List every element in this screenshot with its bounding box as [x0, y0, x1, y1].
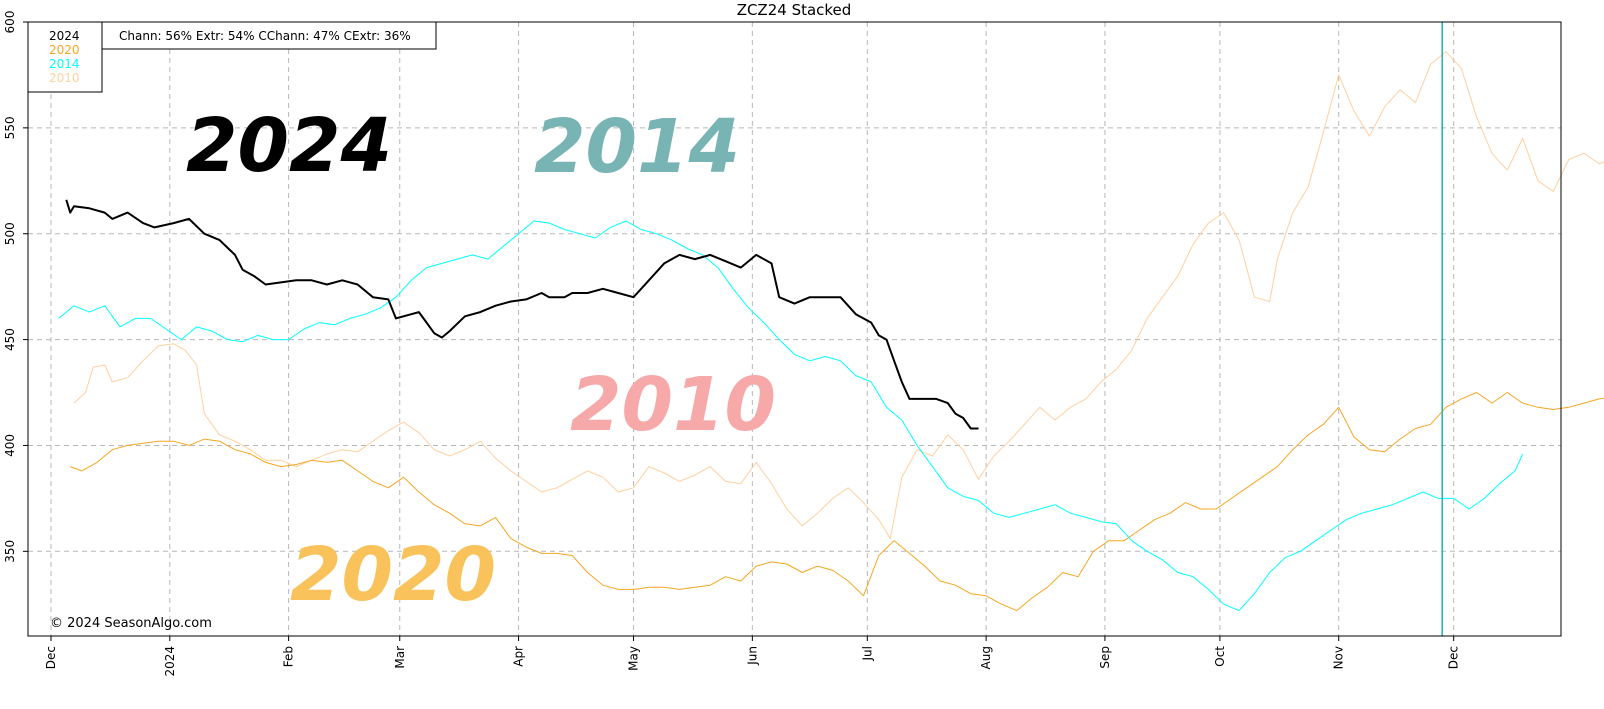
plot-frame	[27, 21, 1562, 637]
y-tick-label: 550	[3, 116, 17, 139]
y-tick-label: 500	[3, 222, 17, 245]
legend-entry-2020: 2020	[49, 43, 80, 57]
legend-entry-2014: 2014	[49, 57, 80, 71]
y-tick-label: 600	[3, 11, 17, 34]
y-tick-label: 400	[3, 434, 17, 457]
x-tick-label: Apr	[512, 646, 526, 667]
legend-entry-2010: 2010	[49, 71, 80, 85]
x-tick-label: 2024	[163, 646, 177, 677]
x-tick-label: Jul	[860, 646, 874, 661]
annotation-2020: 2020	[290, 532, 496, 618]
x-tick-label: Dec	[1447, 646, 1461, 669]
x-tick-label: Sep	[1098, 646, 1112, 669]
x-tick-label: Oct	[1213, 646, 1227, 667]
y-tick-label: 350	[3, 540, 17, 563]
series-line-2014	[58, 220, 1524, 612]
y-axis: 350 400 450 500 550 600	[3, 11, 28, 563]
legend-entry-2024: 2024	[49, 29, 80, 43]
x-tick-label: Nov	[1332, 646, 1346, 669]
series-line-2020	[70, 392, 1604, 612]
stats-text: Chann: 56% Extr: 54% CChann: 47% CExtr: …	[119, 29, 411, 43]
legend-box	[27, 21, 103, 93]
x-axis: Dec 2024 Feb Mar Apr May Jun Jul Aug Sep Oct Nov Dec	[44, 636, 1461, 677]
series-layer	[58, 51, 1604, 612]
annotation-2014: 2014	[534, 104, 740, 190]
legend: 2024 2020 2014 2010	[27, 21, 103, 93]
x-tick-label: Dec	[44, 646, 58, 669]
y-tick-label: 450	[3, 328, 17, 351]
series-line-2010	[73, 51, 1604, 540]
annotation-2024: 2024	[186, 103, 392, 189]
annotation-2010: 2010	[570, 362, 776, 448]
x-tick-label: May	[627, 646, 641, 671]
chart-title: ZCZ24 Stacked	[737, 1, 852, 19]
x-tick-label: Feb	[282, 646, 296, 667]
x-tick-label: Mar	[393, 646, 407, 669]
x-tick-label: Jun	[745, 646, 759, 666]
copyright-text: © 2024 SeasonAlgo.com	[50, 616, 212, 631]
series-line-2024	[65, 199, 979, 430]
stats-box: Chann: 56% Extr: 54% CChann: 47% CExtr: …	[101, 21, 437, 50]
x-tick-label: Aug	[979, 646, 993, 669]
stats-frame	[101, 21, 437, 50]
